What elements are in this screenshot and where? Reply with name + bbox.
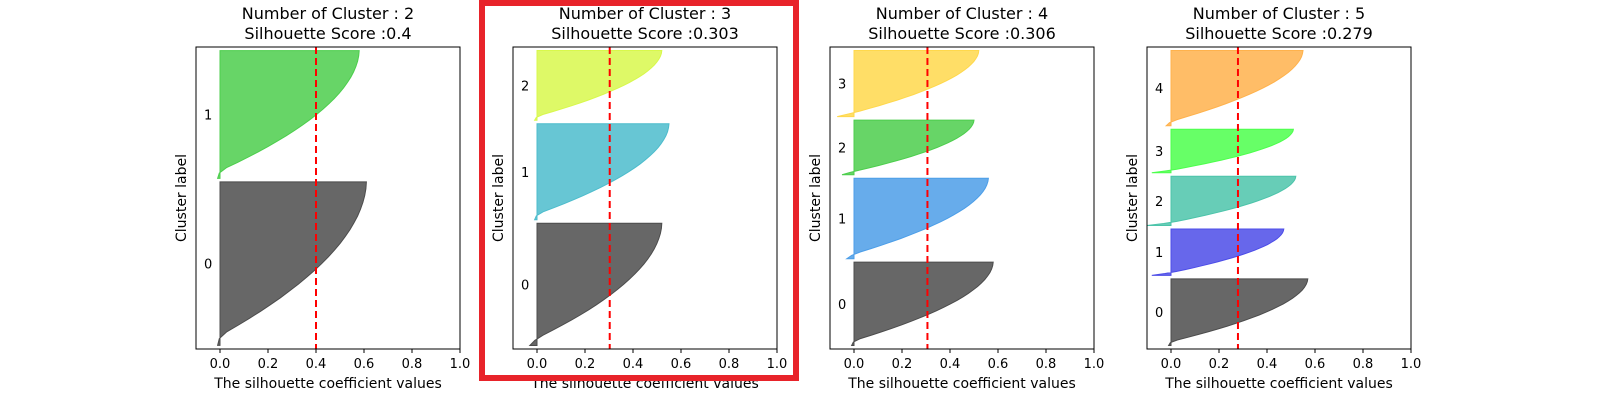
cluster-3-silhouette (1151, 128, 1295, 174)
x-tick-label: 0.2 (892, 357, 913, 372)
x-tick-label: 0.0 (210, 357, 231, 372)
cluster-label-1: 1 (204, 108, 212, 123)
silhouette-panel-5: 0 1 2 3 4 0.0 0.2 0.4 0.6 0.8 1.0 Number of Cluster… (1125, 4, 1421, 392)
x-tick-label: 0.2 (258, 357, 279, 372)
highlight-box (479, 0, 799, 381)
x-tick-label: 0.8 (402, 357, 423, 372)
x-tick-label: 0.4 (1257, 357, 1278, 372)
x-tick-label: 1.0 (767, 357, 788, 372)
cluster-label-0: 0 (521, 278, 529, 293)
y-axis-label: Cluster label (491, 154, 507, 242)
silhouette-panel-3: 0 1 2 0.0 0.2 0.4 0.6 0.8 1.0 Number of Cluster :… (491, 4, 787, 392)
x-tick-label: 0.0 (844, 357, 865, 372)
x-tick-label: 1.0 (450, 357, 471, 372)
cluster-label-3: 3 (1155, 145, 1163, 160)
x-axis-label: The silhouette coefficient values (1164, 376, 1393, 392)
cluster-label-0: 0 (1155, 306, 1163, 321)
panel-title-line2: Silhouette Score :0.279 (1185, 24, 1373, 43)
x-tick-label: 0.6 (988, 357, 1009, 372)
cluster-0-silhouette (850, 261, 994, 346)
x-tick-label: 0.8 (719, 357, 740, 372)
cluster-1-silhouette (216, 50, 360, 179)
axes-frame (512, 46, 778, 350)
silhouette-panel-4: 0 1 2 3 0.0 0.2 0.4 0.6 0.8 1.0 Number of Cluster … (808, 4, 1104, 392)
x-tick-label: 0.8 (1036, 357, 1057, 372)
cluster-label-1: 1 (1155, 246, 1163, 261)
cluster-2-silhouette (841, 119, 975, 176)
cluster-3-silhouette (837, 50, 980, 118)
panel-title-line1: Number of Cluster : 5 (1193, 4, 1365, 23)
panel-title-line1: Number of Cluster : 4 (876, 4, 1048, 23)
cluster-4-silhouette (1164, 50, 1304, 127)
cluster-0-silhouette (528, 222, 663, 346)
panel-title-line1: Number of Cluster : 3 (559, 4, 731, 23)
x-tick-label: 0.2 (575, 357, 596, 372)
y-axis-label: Cluster label (1125, 154, 1141, 242)
cluster-label-1: 1 (838, 212, 846, 227)
silhouette-panel-2: 0 1 0.0 0.2 0.4 0.6 0.8 1.0 Number of Cluster : … (174, 4, 470, 392)
cluster-0-silhouette (216, 181, 367, 346)
x-tick-label: 1.0 (1401, 357, 1422, 372)
x-tick-label: 0.4 (623, 357, 644, 372)
x-tick-label: 0.6 (354, 357, 375, 372)
panel-title-line2: Silhouette Score :0.4 (244, 24, 411, 43)
x-tick-label: 0.6 (671, 357, 692, 372)
axes-frame (195, 46, 461, 350)
cluster-1-silhouette (845, 177, 989, 260)
x-tick-label: 0.8 (1353, 357, 1374, 372)
cluster-1-silhouette (1151, 228, 1285, 276)
x-tick-label: 0.4 (940, 357, 961, 372)
x-tick-label: 0.0 (1161, 357, 1182, 372)
panel-title-line2: Silhouette Score :0.306 (868, 24, 1056, 43)
y-axis-label: Cluster label (808, 154, 824, 242)
cluster-label-0: 0 (204, 258, 212, 273)
panel-title-line1: Number of Cluster : 2 (242, 4, 414, 23)
cluster-1-silhouette (533, 123, 670, 221)
cluster-label-2: 2 (838, 141, 846, 156)
axes-frame (1146, 46, 1412, 350)
x-tick-label: 0.0 (527, 357, 548, 372)
x-tick-label: 0.2 (1209, 357, 1230, 372)
cluster-2-silhouette (533, 50, 663, 121)
x-axis-label: The silhouette coefficient values (847, 376, 1076, 392)
axes-frame (829, 46, 1095, 350)
cluster-label-4: 4 (1155, 82, 1163, 97)
x-tick-label: 1.0 (1084, 357, 1105, 372)
cluster-2-silhouette (1147, 175, 1297, 226)
x-tick-label: 0.6 (1305, 357, 1326, 372)
cluster-label-0: 0 (838, 298, 846, 313)
cluster-label-2: 2 (1155, 195, 1163, 210)
panel-title-line2: Silhouette Score :0.303 (551, 24, 739, 43)
cluster-label-1: 1 (521, 166, 529, 181)
x-tick-label: 0.4 (306, 357, 327, 372)
y-axis-label: Cluster label (174, 154, 190, 242)
cluster-label-3: 3 (838, 78, 846, 93)
cluster-label-2: 2 (521, 79, 529, 94)
x-axis-label: The silhouette coefficient values (213, 376, 442, 392)
